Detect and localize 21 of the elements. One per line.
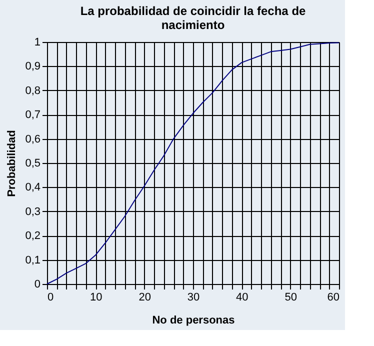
x-tick-label: 60 bbox=[327, 292, 340, 304]
x-tick-label: 40 bbox=[236, 292, 248, 304]
x-tick-label: 20 bbox=[138, 292, 151, 304]
y-tick-label: 0,4 bbox=[25, 182, 40, 194]
y-axis-title: Probabilidad bbox=[6, 130, 18, 197]
y-tick-label: 0,6 bbox=[25, 133, 40, 146]
y-tick-label: 0 bbox=[34, 278, 40, 290]
y-tick-label: 0,5 bbox=[25, 158, 40, 170]
y-tick-label: 1 bbox=[34, 36, 40, 48]
y-tick-label: 0,3 bbox=[25, 206, 40, 218]
y-tick-label: 0,8 bbox=[25, 84, 40, 97]
y-tick-label: 0,2 bbox=[25, 230, 40, 242]
x-tick-label: 50 bbox=[284, 292, 297, 304]
x-tick-label: 30 bbox=[187, 292, 200, 304]
y-tick-label: 0,1 bbox=[25, 254, 40, 266]
x-tick-label: 0 bbox=[48, 292, 54, 304]
y-tick-label: 0,9 bbox=[25, 60, 40, 73]
x-axis-title: No de personas bbox=[152, 314, 235, 326]
chart-title: La probabilidad de coincidir la fecha de nacimiento bbox=[80, 4, 306, 32]
y-tick-label: 0,7 bbox=[25, 109, 40, 122]
x-tick-label: 10 bbox=[90, 292, 102, 304]
